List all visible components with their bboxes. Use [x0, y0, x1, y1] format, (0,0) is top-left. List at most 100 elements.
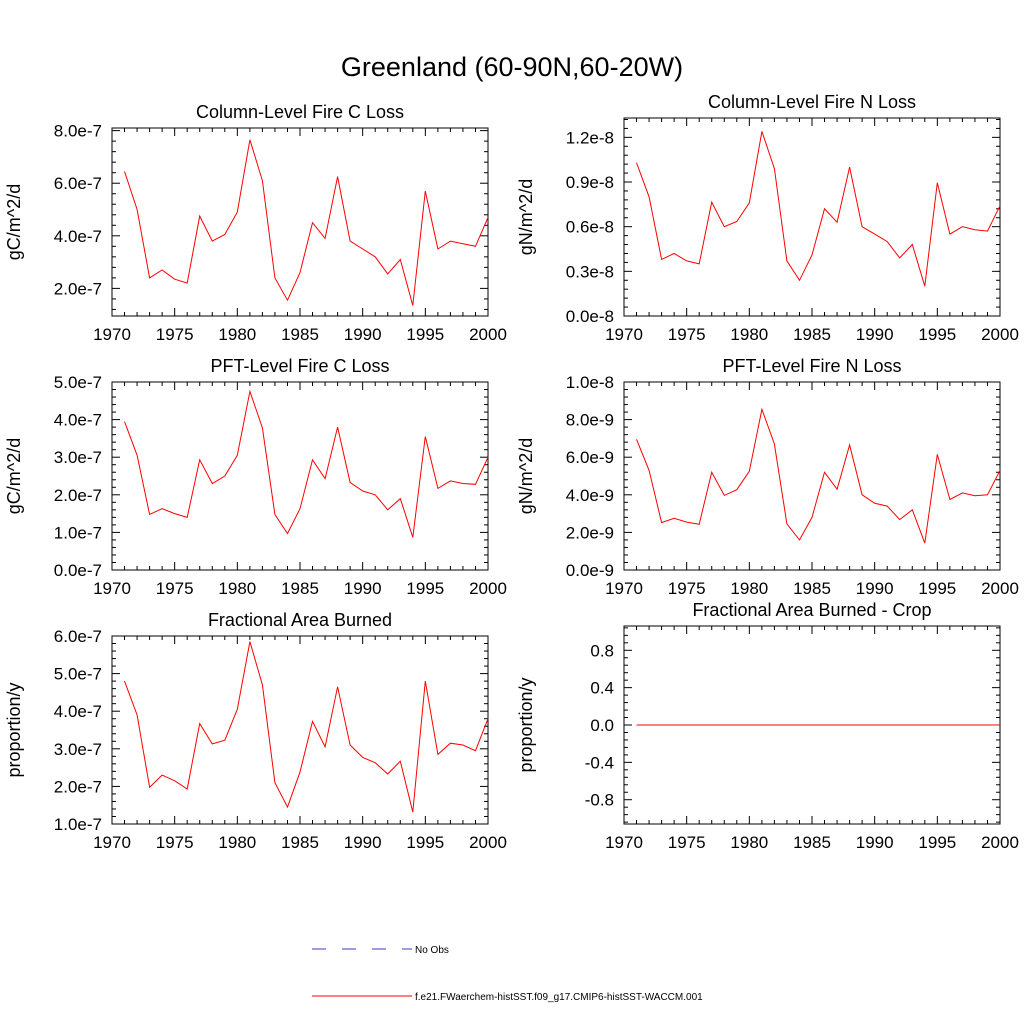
- x-tick-label: 2000: [469, 579, 507, 598]
- x-tick-label: 1995: [918, 325, 956, 344]
- y-tick-label: 0.3e-8: [566, 262, 614, 281]
- chart-panel-1: Column-Level Fire C Loss gC/m^2/d 1970 1975…: [4, 102, 507, 344]
- plot-frame: [111, 635, 489, 825]
- x-tick-label: 1990: [344, 325, 382, 344]
- y-tick-label: 5.0e-7: [54, 373, 102, 392]
- series-line: [636, 407, 1001, 544]
- x-tick-label: 1990: [856, 833, 894, 852]
- x-tick-label: 1990: [344, 579, 382, 598]
- y-axis-label: gC/m^2/d: [4, 438, 24, 514]
- x-tick-label: 1985: [281, 325, 319, 344]
- chart-panel-2: Column-Level Fire N Loss gN/m^2/d 1970 1975…: [516, 92, 1019, 344]
- series-line: [636, 131, 1001, 287]
- series-line: [124, 389, 489, 538]
- x-tick-label: 1995: [406, 325, 444, 344]
- x-tick-label: 1985: [793, 579, 831, 598]
- y-tick-label: 1.0e-8: [566, 373, 614, 392]
- y-tick-label: 0.0: [590, 716, 614, 735]
- x-tick-label: 1975: [668, 579, 706, 598]
- plot-frame: [623, 117, 1001, 317]
- x-tick-label: 1990: [344, 833, 382, 852]
- panel-title: Fractional Area Burned - Crop: [692, 600, 931, 620]
- series-line: [124, 641, 489, 813]
- x-tick-label: 1985: [281, 579, 319, 598]
- x-tick-label: 2000: [981, 325, 1019, 344]
- y-tick-label: 4.0e-7: [54, 411, 102, 430]
- x-tick-label: 1985: [793, 833, 831, 852]
- y-axis-label: proportion/y: [516, 677, 536, 772]
- chart-panel-3: PFT-Level Fire C Loss gC/m^2/d 1970 1975 198…: [4, 356, 507, 598]
- y-tick-label: 2.0e-7: [54, 279, 102, 298]
- y-tick-label: 5.0e-7: [54, 665, 102, 684]
- x-tick-label: 1970: [93, 579, 131, 598]
- y-tick-label: 2.0e-9: [566, 523, 614, 542]
- x-tick-label: 1975: [156, 833, 194, 852]
- y-tick-label: 2.0e-7: [54, 777, 102, 796]
- x-tick-label: 1985: [793, 325, 831, 344]
- y-axis-label: gC/m^2/d: [4, 184, 24, 260]
- x-tick-label: 1975: [156, 325, 194, 344]
- panel-title: Column-Level Fire C Loss: [196, 102, 404, 122]
- y-tick-label: 3.0e-7: [54, 448, 102, 467]
- x-tick-label: 1985: [281, 833, 319, 852]
- y-tick-label: 4.0e-7: [54, 702, 102, 721]
- x-tick-label: 1975: [668, 833, 706, 852]
- page-title: Greenland (60-90N,60-20W): [340, 52, 684, 82]
- panel-title: PFT-Level Fire N Loss: [722, 356, 901, 376]
- x-tick-label: 1970: [605, 325, 643, 344]
- y-tick-label: 0.4: [590, 679, 614, 698]
- x-tick-label: 1990: [856, 325, 894, 344]
- y-tick-label: 0.0e-7: [54, 561, 102, 580]
- x-tick-label: 1970: [605, 833, 643, 852]
- y-tick-label: 0.9e-8: [566, 173, 614, 192]
- x-tick-label: 1980: [730, 579, 768, 598]
- x-tick-label: 2000: [981, 579, 1019, 598]
- y-tick-label: -0.4: [585, 753, 614, 772]
- y-tick-label: 3.0e-7: [54, 740, 102, 759]
- panel-title: Fractional Area Burned: [208, 610, 392, 630]
- x-tick-label: 1990: [856, 579, 894, 598]
- x-tick-label: 2000: [981, 833, 1019, 852]
- x-tick-label: 2000: [469, 833, 507, 852]
- y-tick-label: 6.0e-7: [54, 174, 102, 193]
- y-tick-label: 4.0e-7: [54, 227, 102, 246]
- y-axis-label: gN/m^2/d: [516, 179, 536, 255]
- legend: No Obs f.e21.FWaerchem-histSST.f09_g17.CM…: [312, 945, 703, 1003]
- y-tick-label: 8.0e-7: [54, 122, 102, 141]
- chart-panel-5: Fractional Area Burned proportion/y 1970 19…: [4, 610, 507, 852]
- x-tick-label: 1970: [605, 579, 643, 598]
- y-axis-label: gN/m^2/d: [516, 438, 536, 514]
- x-tick-label: 1975: [668, 325, 706, 344]
- y-tick-label: 2.0e-7: [54, 486, 102, 505]
- panel-title: PFT-Level Fire C Loss: [210, 356, 389, 376]
- x-tick-label: 1980: [218, 833, 256, 852]
- y-tick-label: 0.8: [590, 641, 614, 660]
- y-tick-label: 0.0e-9: [566, 561, 614, 580]
- x-tick-label: 1995: [406, 833, 444, 852]
- y-tick-label: 6.0e-7: [54, 627, 102, 646]
- chart-panel-4: PFT-Level Fire N Loss gN/m^2/d 1970 1975 198…: [516, 356, 1019, 598]
- x-tick-label: 1975: [156, 579, 194, 598]
- x-tick-label: 1980: [218, 325, 256, 344]
- y-axis-label: proportion/y: [4, 682, 24, 777]
- y-tick-label: 1.2e-8: [566, 128, 614, 147]
- x-tick-label: 1995: [918, 833, 956, 852]
- y-tick-label: 8.0e-9: [566, 411, 614, 430]
- x-tick-label: 1980: [730, 325, 768, 344]
- x-tick-label: 1980: [730, 833, 768, 852]
- panel-title: Column-Level Fire N Loss: [708, 92, 916, 112]
- x-tick-label: 1970: [93, 833, 131, 852]
- y-tick-label: 6.0e-9: [566, 448, 614, 467]
- plot-frame: [111, 381, 489, 571]
- series-line: [124, 139, 489, 306]
- x-tick-label: 1980: [218, 579, 256, 598]
- y-tick-label: 0.0e-8: [566, 307, 614, 326]
- y-tick-label: 1.0e-7: [54, 815, 102, 834]
- x-tick-label: 2000: [469, 325, 507, 344]
- legend-label: f.e21.FWaerchem-histSST.f09_g17.CMIP6-hi…: [415, 992, 703, 1003]
- x-tick-label: 1970: [93, 325, 131, 344]
- x-tick-label: 1995: [918, 579, 956, 598]
- x-tick-label: 1995: [406, 579, 444, 598]
- y-tick-label: 0.6e-8: [566, 218, 614, 237]
